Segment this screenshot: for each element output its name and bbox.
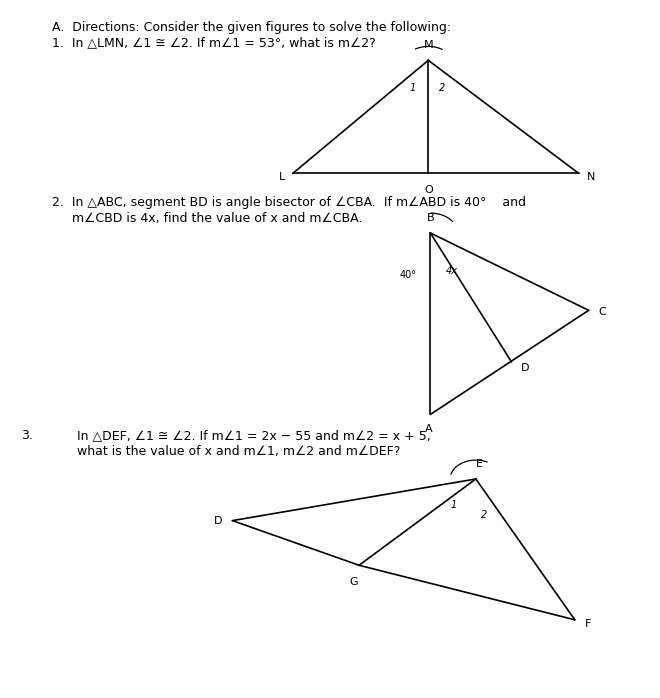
- Text: M: M: [424, 40, 433, 50]
- Text: O: O: [424, 185, 433, 195]
- Text: E: E: [477, 459, 483, 469]
- Text: m∠CBD is 4x, find the value of x and m∠CBA.: m∠CBD is 4x, find the value of x and m∠C…: [52, 212, 362, 225]
- Text: 3.: 3.: [20, 429, 32, 443]
- Text: B: B: [426, 213, 434, 223]
- Text: L: L: [279, 172, 285, 182]
- Text: 1: 1: [409, 83, 416, 93]
- Text: A.  Directions: Consider the given figures to solve the following:: A. Directions: Consider the given figure…: [52, 21, 451, 34]
- Text: what is the value of x and m∠1, m∠2 and m∠DEF?: what is the value of x and m∠1, m∠2 and …: [77, 445, 401, 458]
- Text: 2.  In △ABC, segment BD is angle bisector of ∠CBA.  If m∠ABD is 40°    and: 2. In △ABC, segment BD is angle bisector…: [52, 196, 526, 209]
- Text: 1: 1: [451, 500, 457, 510]
- Text: G: G: [350, 577, 358, 587]
- Text: 2: 2: [439, 83, 446, 93]
- Text: 2: 2: [480, 510, 487, 520]
- Text: C: C: [599, 307, 607, 318]
- Text: 1.  In △LMN, ∠1 ≅ ∠2. If m∠1 = 53°, what is m∠2?: 1. In △LMN, ∠1 ≅ ∠2. If m∠1 = 53°, what …: [52, 36, 376, 50]
- Text: 40°: 40°: [400, 269, 417, 280]
- Text: A: A: [424, 424, 432, 434]
- Text: F: F: [585, 619, 591, 629]
- Text: D: D: [214, 516, 222, 526]
- Text: N: N: [587, 172, 595, 182]
- Text: 4x: 4x: [446, 266, 458, 276]
- Text: D: D: [521, 363, 530, 373]
- Text: In △DEF, ∠1 ≅ ∠2. If m∠1 = 2x − 55 and m∠2 = x + 5,: In △DEF, ∠1 ≅ ∠2. If m∠1 = 2x − 55 and m…: [77, 429, 431, 443]
